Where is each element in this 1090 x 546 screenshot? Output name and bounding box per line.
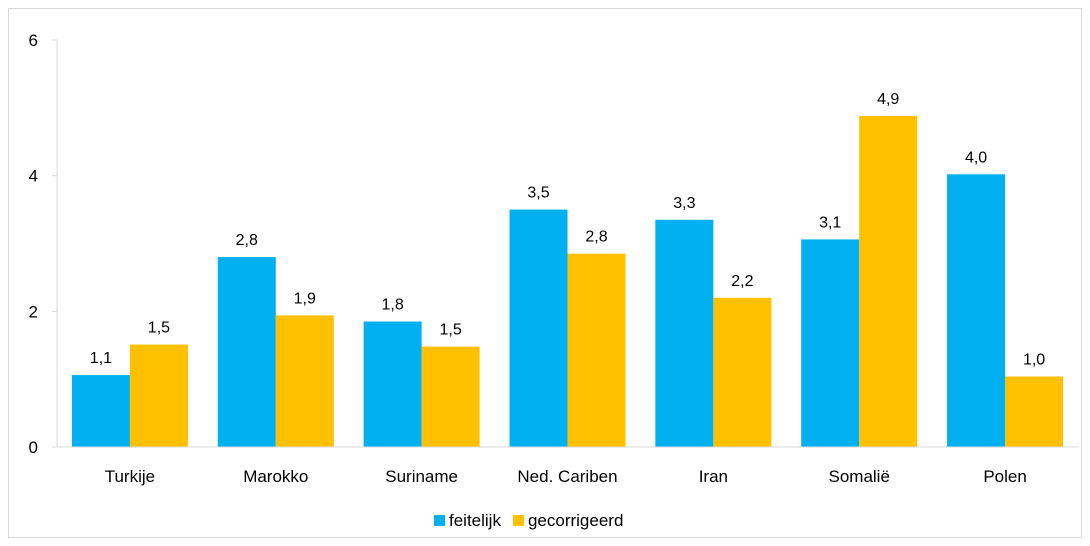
bar-gecorrigeerd	[1005, 376, 1064, 447]
x-tick-label: Iran	[699, 467, 728, 486]
y-tick-label: 6	[29, 31, 38, 50]
data-label-gecorrigeerd: 4,9	[877, 91, 899, 108]
bar-gecorrigeerd	[567, 253, 626, 447]
bar-gecorrigeerd	[129, 344, 188, 447]
legend-label-gecorrigeerd: gecorrigeerd	[528, 511, 623, 530]
bar-gecorrigeerd	[275, 315, 334, 447]
data-label-gecorrigeerd: 1,5	[148, 320, 170, 337]
data-label-feitelijk: 1,8	[382, 297, 404, 314]
bar-feitelijk	[71, 375, 130, 447]
legend-label-feitelijk: feitelijk	[449, 511, 501, 530]
data-label-feitelijk: 1,1	[90, 350, 112, 367]
data-labels: 1,1 1,5 2,8 1,9 1,8 1,5 3,5 2,8 3,3 2,2 3,1 4,9 4,0 1…	[90, 91, 1045, 368]
data-label-gecorrigeerd: 1,9	[294, 290, 316, 307]
x-tick-label: Somalië	[829, 467, 890, 486]
y-tick-label: 2	[29, 302, 38, 321]
legend-swatch-gecorrigeerd	[512, 515, 524, 526]
legend-swatch-feitelijk	[434, 515, 445, 526]
bar-feitelijk	[801, 239, 860, 447]
data-label-feitelijk: 3,1	[819, 214, 841, 231]
data-label-gecorrigeerd: 1,5	[440, 322, 462, 339]
data-label-feitelijk: 3,3	[673, 195, 695, 212]
x-axis: Turkije Marokko Suriname Ned. Cariben Iran So…	[57, 446, 1078, 486]
y-axis: 0 2 4 6	[29, 31, 58, 457]
data-label-gecorrigeerd: 2,2	[731, 273, 753, 290]
x-tick-label: Suriname	[385, 467, 458, 486]
data-label-feitelijk: 3,5	[527, 185, 549, 202]
bar-feitelijk	[363, 321, 422, 447]
legend: feitelijk gecorrigeerd	[434, 511, 623, 530]
bar-gecorrigeerd	[421, 346, 480, 447]
bar-feitelijk	[655, 219, 714, 447]
bar-gecorrigeerd	[713, 297, 772, 447]
x-tick-label: Turkije	[105, 467, 155, 486]
data-label-feitelijk: 2,8	[236, 232, 258, 249]
y-tick-label: 0	[29, 438, 38, 457]
x-tick-label: Polen	[983, 467, 1026, 486]
data-label-feitelijk: 4,0	[965, 149, 987, 166]
x-tick-label: Marokko	[243, 467, 308, 486]
bar-feitelijk	[509, 209, 568, 447]
x-tick-label: Ned. Cariben	[517, 467, 617, 486]
bar-feitelijk	[217, 257, 276, 447]
chart-frame	[8, 8, 1082, 538]
y-tick-label: 4	[29, 167, 38, 186]
bar-feitelijk	[947, 174, 1006, 447]
data-label-gecorrigeerd: 1,0	[1023, 351, 1045, 368]
bar-gecorrigeerd	[859, 115, 918, 448]
bars	[71, 115, 1064, 448]
data-label-gecorrigeerd: 2,8	[585, 229, 607, 246]
